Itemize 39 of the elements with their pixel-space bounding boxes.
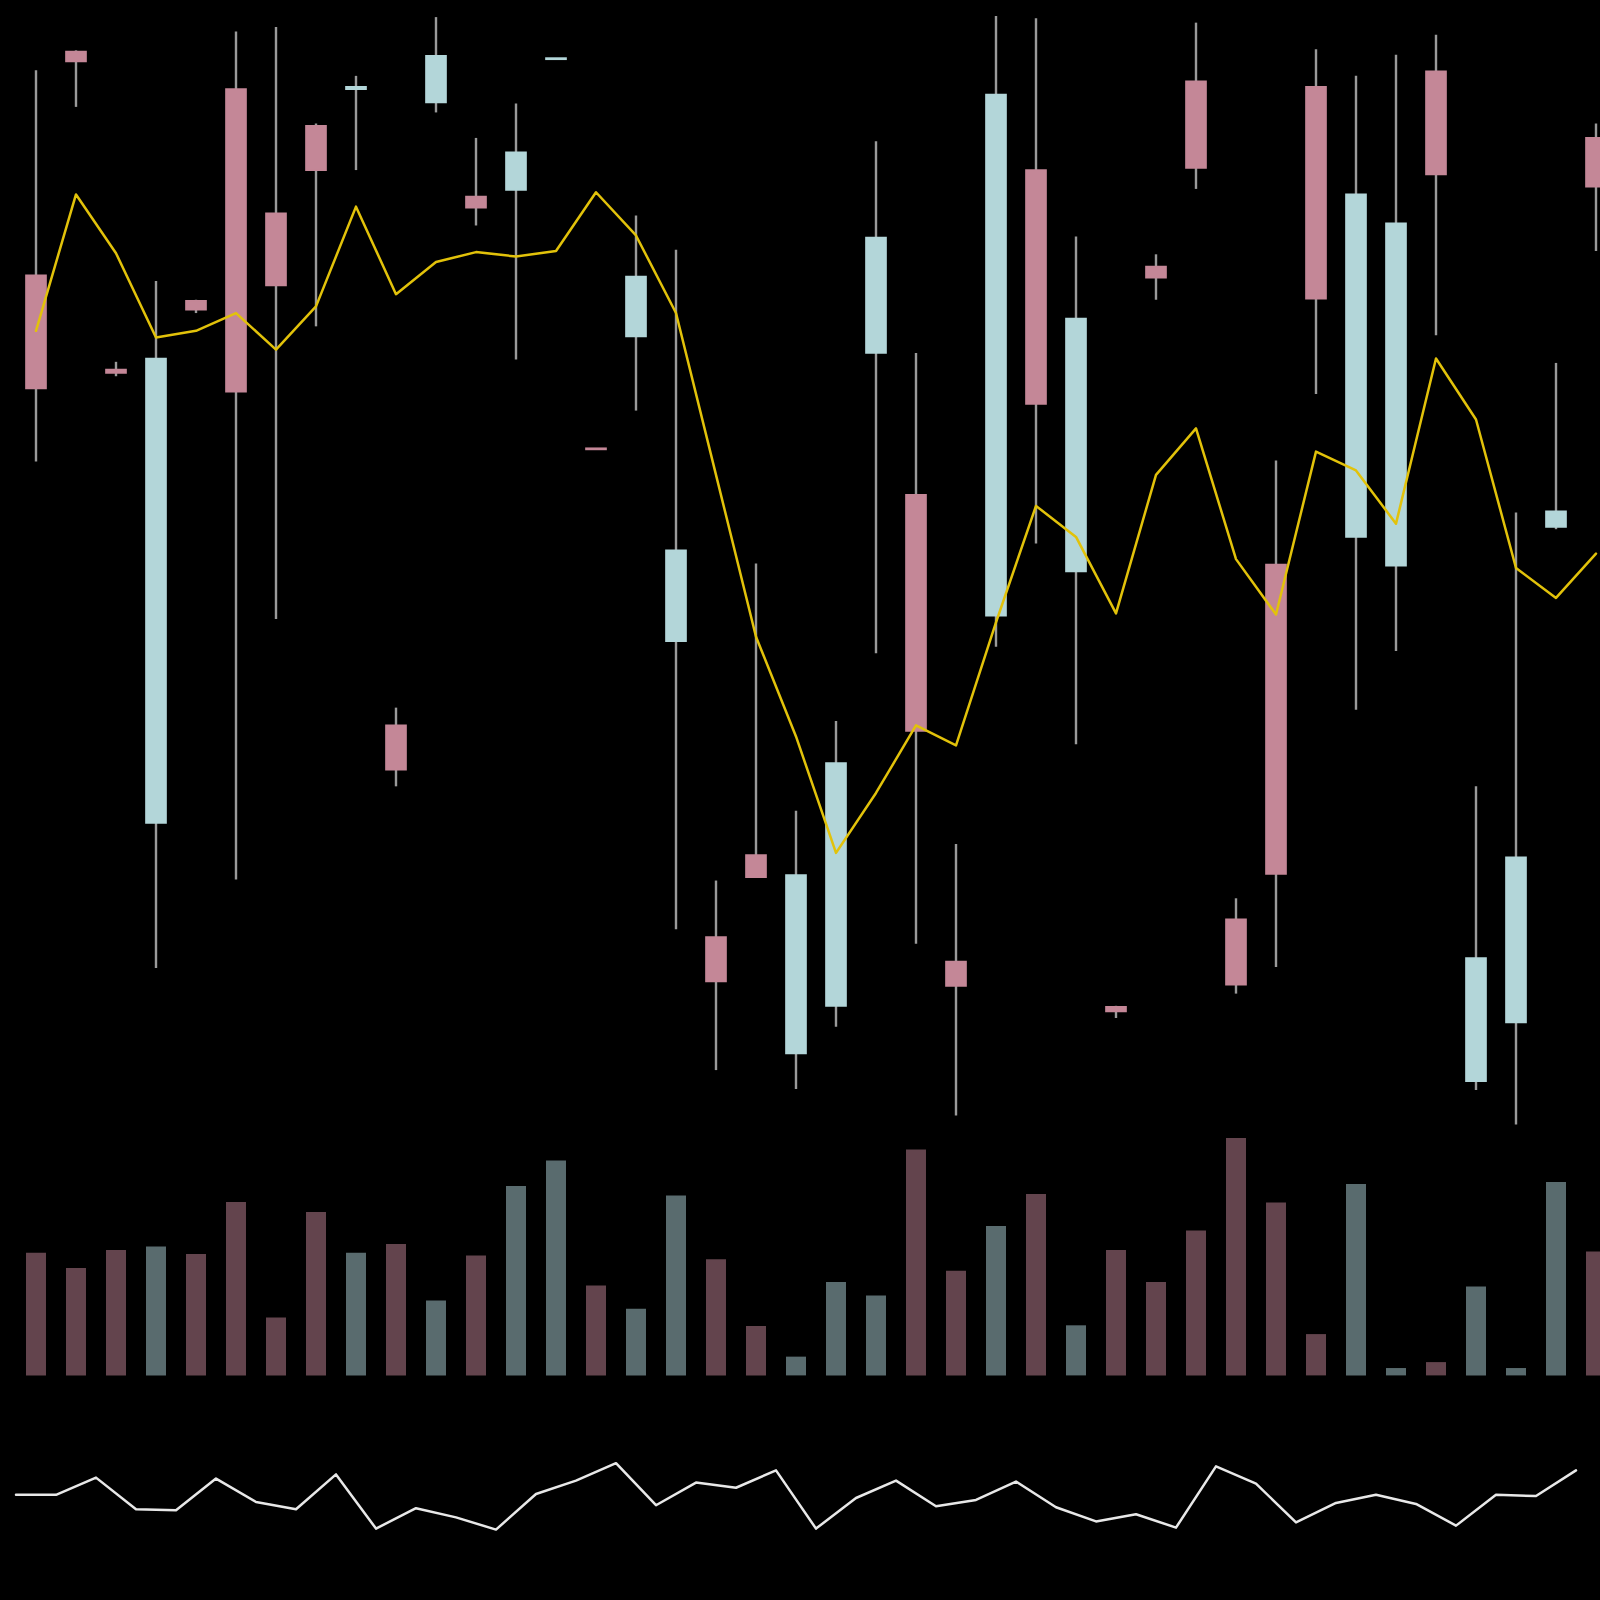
bar bbox=[346, 1252, 366, 1376]
bar bbox=[26, 1252, 46, 1376]
bar bbox=[866, 1295, 886, 1376]
bar bbox=[706, 1259, 726, 1376]
bar bbox=[1426, 1362, 1446, 1376]
bar bbox=[226, 1202, 246, 1376]
bar bbox=[146, 1246, 166, 1376]
bar bbox=[1186, 1230, 1206, 1376]
bar bbox=[546, 1160, 566, 1376]
bar bbox=[826, 1282, 846, 1376]
bar bbox=[1346, 1184, 1366, 1376]
bar bbox=[1466, 1286, 1486, 1376]
bar bbox=[106, 1250, 126, 1376]
bar bbox=[626, 1308, 646, 1376]
bar bbox=[1386, 1368, 1406, 1376]
bar bbox=[466, 1255, 486, 1376]
bar bbox=[666, 1195, 686, 1376]
bar bbox=[1226, 1138, 1246, 1376]
bar bbox=[1026, 1194, 1046, 1376]
bar bbox=[506, 1185, 526, 1376]
bar bbox=[1066, 1325, 1086, 1376]
bar bbox=[986, 1226, 1006, 1376]
bar bbox=[1106, 1250, 1126, 1376]
bar bbox=[66, 1268, 86, 1376]
bar bbox=[786, 1356, 806, 1376]
bar bbox=[306, 1212, 326, 1376]
bar bbox=[1146, 1282, 1166, 1376]
bar bbox=[906, 1149, 926, 1376]
bar bbox=[1266, 1202, 1286, 1376]
bar bbox=[1306, 1334, 1326, 1376]
bar bbox=[426, 1300, 446, 1376]
bar bbox=[946, 1270, 966, 1376]
bar bbox=[386, 1244, 406, 1376]
bar bbox=[586, 1285, 606, 1376]
bar bbox=[1506, 1368, 1526, 1376]
bar bbox=[186, 1254, 206, 1376]
bar bbox=[1546, 1181, 1566, 1376]
bar bbox=[746, 1326, 766, 1376]
bar bbox=[266, 1317, 286, 1376]
